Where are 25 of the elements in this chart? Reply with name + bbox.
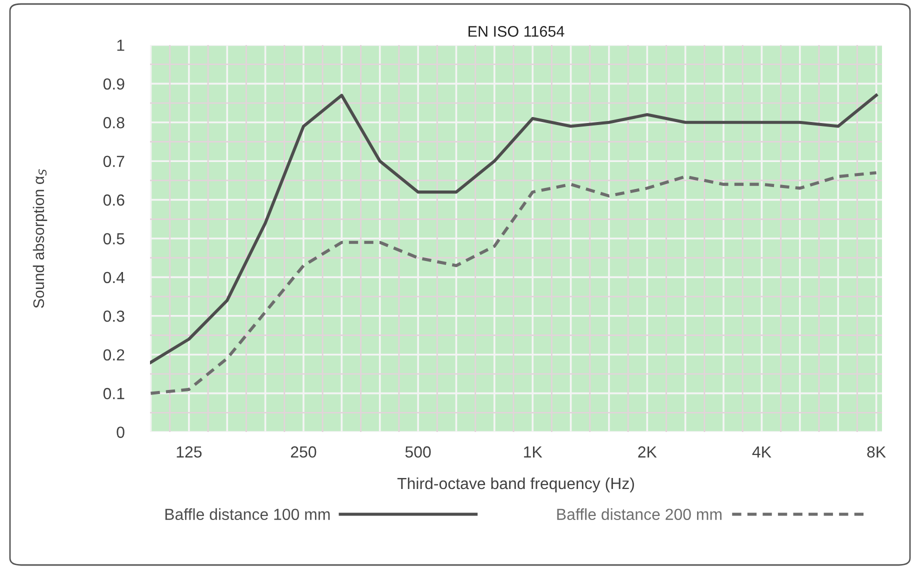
y-tick-label: 0.9 <box>103 78 124 90</box>
y-tick-label: 1 <box>117 40 124 51</box>
y-tick-label: 0.5 <box>103 233 124 244</box>
x-tick-label: 250 <box>290 446 316 458</box>
text: Baffle distance 200 mm <box>557 508 722 520</box>
x-tick-label: 2K <box>638 446 657 458</box>
x-axis-title: Third-octave band frequency (Hz) <box>397 477 634 492</box>
y-tick-label: 0.4 <box>103 272 125 284</box>
y-tick-label: 0.8 <box>103 117 124 128</box>
x-tick-label: 8K <box>867 446 886 458</box>
y-tick-label: 0 <box>116 426 124 438</box>
chart-title: EN ISO 11654 <box>468 26 564 37</box>
line-series <box>150 94 878 364</box>
x-tick-label: 1K <box>524 446 542 458</box>
y-tick-label: 0.7 <box>103 156 124 168</box>
y-tick-label: 0.6 <box>103 194 124 206</box>
text: Baffle distance 100 mm <box>165 508 330 520</box>
x-tick-label: 125 <box>176 446 202 458</box>
x-tick-label: 4K <box>752 446 772 458</box>
y-tick-label: 0.1 <box>103 388 124 400</box>
line-series <box>150 171 878 395</box>
y-tick-label: 0.3 <box>103 310 124 322</box>
y-tick-label: 0.2 <box>103 349 124 361</box>
y-axis-title: Sound absorption α$_{S}$ <box>32 169 48 308</box>
x-tick-label: 500 <box>405 446 431 458</box>
